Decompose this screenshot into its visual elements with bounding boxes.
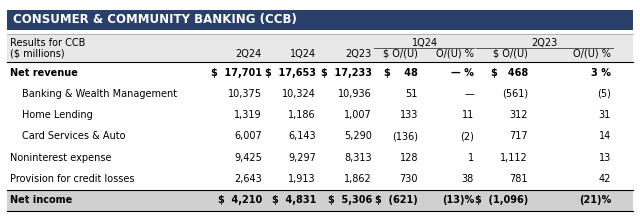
Text: 8,313: 8,313 bbox=[344, 153, 372, 163]
Text: 9,297: 9,297 bbox=[288, 153, 316, 163]
Text: Net revenue: Net revenue bbox=[10, 68, 78, 78]
Text: 13: 13 bbox=[599, 153, 611, 163]
Text: 6,143: 6,143 bbox=[289, 131, 316, 141]
Text: (21)%: (21)% bbox=[579, 195, 611, 205]
Text: 5,290: 5,290 bbox=[344, 131, 372, 141]
Text: (13)%: (13)% bbox=[442, 195, 474, 205]
Text: (5): (5) bbox=[597, 89, 611, 99]
Text: $    48: $ 48 bbox=[384, 68, 418, 78]
Text: $  (1,096): $ (1,096) bbox=[475, 195, 528, 205]
Text: 1Q24: 1Q24 bbox=[412, 38, 438, 48]
Text: $  4,831: $ 4,831 bbox=[271, 195, 316, 205]
Text: — %: — % bbox=[451, 68, 474, 78]
Text: $ O/(U): $ O/(U) bbox=[383, 49, 418, 59]
FancyBboxPatch shape bbox=[7, 147, 633, 168]
Text: O/(U) %: O/(U) % bbox=[573, 49, 611, 59]
Text: Card Services & Auto: Card Services & Auto bbox=[22, 131, 125, 141]
Text: 312: 312 bbox=[509, 110, 528, 120]
Text: 9,425: 9,425 bbox=[234, 153, 262, 163]
Text: $ O/(U): $ O/(U) bbox=[493, 49, 528, 59]
Text: 2Q23: 2Q23 bbox=[531, 38, 557, 48]
Text: $  (621): $ (621) bbox=[375, 195, 418, 205]
Text: Provision for credit losses: Provision for credit losses bbox=[10, 174, 134, 184]
Text: 1,319: 1,319 bbox=[234, 110, 262, 120]
Text: $  5,306: $ 5,306 bbox=[328, 195, 372, 205]
Text: 2,643: 2,643 bbox=[234, 174, 262, 184]
FancyBboxPatch shape bbox=[7, 190, 633, 211]
Text: Home Lending: Home Lending bbox=[22, 110, 93, 120]
Text: 128: 128 bbox=[399, 153, 418, 163]
Text: $  17,233: $ 17,233 bbox=[321, 68, 372, 78]
FancyBboxPatch shape bbox=[7, 10, 633, 30]
Text: 1Q24: 1Q24 bbox=[290, 49, 316, 59]
Text: $  4,210: $ 4,210 bbox=[218, 195, 262, 205]
Text: ($ millions): ($ millions) bbox=[10, 49, 65, 59]
Text: 31: 31 bbox=[599, 110, 611, 120]
FancyBboxPatch shape bbox=[7, 168, 633, 190]
Text: 1,913: 1,913 bbox=[289, 174, 316, 184]
FancyBboxPatch shape bbox=[7, 34, 633, 62]
Text: 1,007: 1,007 bbox=[344, 110, 372, 120]
Text: 6,007: 6,007 bbox=[234, 131, 262, 141]
FancyBboxPatch shape bbox=[7, 83, 633, 104]
Text: 781: 781 bbox=[509, 174, 528, 184]
FancyBboxPatch shape bbox=[7, 62, 633, 83]
Text: 1,862: 1,862 bbox=[344, 174, 372, 184]
Text: 10,324: 10,324 bbox=[282, 89, 316, 99]
Text: 38: 38 bbox=[461, 174, 474, 184]
Text: Banking & Wealth Management: Banking & Wealth Management bbox=[22, 89, 177, 99]
Text: Net income: Net income bbox=[10, 195, 72, 205]
Text: $  17,653: $ 17,653 bbox=[265, 68, 316, 78]
Text: 717: 717 bbox=[509, 131, 528, 141]
Text: (561): (561) bbox=[502, 89, 528, 99]
Text: $   468: $ 468 bbox=[491, 68, 528, 78]
Text: 2Q23: 2Q23 bbox=[346, 49, 372, 59]
Text: CONSUMER & COMMUNITY BANKING (CCB): CONSUMER & COMMUNITY BANKING (CCB) bbox=[13, 14, 297, 26]
Text: 51: 51 bbox=[406, 89, 418, 99]
Text: Noninterest expense: Noninterest expense bbox=[10, 153, 111, 163]
Text: 1: 1 bbox=[468, 153, 474, 163]
Text: $  17,701: $ 17,701 bbox=[211, 68, 262, 78]
Text: 3 %: 3 % bbox=[591, 68, 611, 78]
Text: 133: 133 bbox=[399, 110, 418, 120]
Text: 10,375: 10,375 bbox=[228, 89, 262, 99]
Text: 730: 730 bbox=[399, 174, 418, 184]
Text: O/(U) %: O/(U) % bbox=[436, 49, 474, 59]
Text: (136): (136) bbox=[392, 131, 418, 141]
Text: 1,186: 1,186 bbox=[289, 110, 316, 120]
Text: 2Q24: 2Q24 bbox=[236, 49, 262, 59]
Text: 14: 14 bbox=[599, 131, 611, 141]
FancyBboxPatch shape bbox=[7, 104, 633, 126]
Text: Results for CCB: Results for CCB bbox=[10, 38, 85, 48]
Text: —: — bbox=[464, 89, 474, 99]
Text: 10,936: 10,936 bbox=[339, 89, 372, 99]
Text: 1,112: 1,112 bbox=[500, 153, 528, 163]
FancyBboxPatch shape bbox=[7, 126, 633, 147]
Text: 11: 11 bbox=[461, 110, 474, 120]
Text: (2): (2) bbox=[460, 131, 474, 141]
Text: 42: 42 bbox=[598, 174, 611, 184]
